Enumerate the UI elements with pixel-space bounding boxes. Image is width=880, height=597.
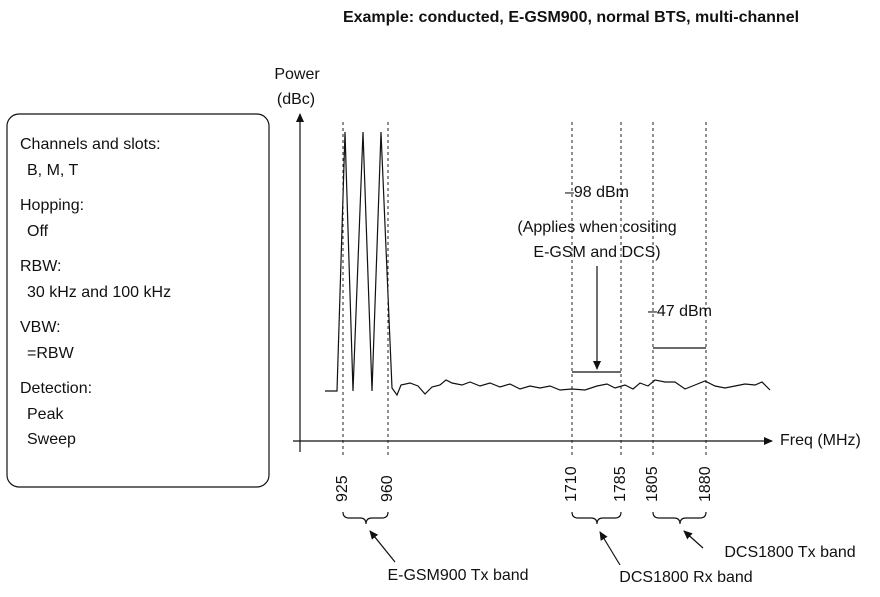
spectrum-trace bbox=[325, 131, 771, 397]
marker-label: 1805 bbox=[644, 466, 661, 502]
annotation: (Applies when cositing bbox=[517, 219, 676, 236]
setting-label: Hopping: bbox=[20, 197, 84, 214]
title: Example: conducted, E-GSM900, normal BTS… bbox=[343, 9, 799, 26]
setting-label: VBW: bbox=[20, 319, 61, 336]
setting-value: Peak bbox=[27, 406, 64, 423]
setting-label: Channels and slots: bbox=[20, 136, 161, 153]
band-label: DCS1800 Tx band bbox=[724, 544, 855, 561]
marker-label: 1880 bbox=[697, 466, 714, 502]
frequency-markers: 925 960 1710 1785 1805 1880 bbox=[334, 122, 714, 502]
band-arrow bbox=[369, 530, 396, 563]
marker-label: 1710 bbox=[563, 466, 580, 502]
marker-label: 960 bbox=[379, 475, 396, 502]
setting-value: 30 kHz and 100 kHz bbox=[27, 284, 171, 301]
annotation: E-GSM and DCS) bbox=[533, 244, 660, 261]
x-axis-label: Freq (MHz) bbox=[780, 432, 861, 449]
band-arrow bbox=[599, 531, 621, 566]
band-label: DCS1800 Rx band bbox=[619, 569, 752, 586]
setting-label: Detection: bbox=[20, 380, 92, 397]
annotation: –47 dBm bbox=[648, 303, 712, 320]
annotation: –98 dBm bbox=[565, 184, 629, 201]
band-brace bbox=[342, 511, 389, 525]
marker-label: 1785 bbox=[612, 466, 629, 502]
setting-value: Off bbox=[27, 223, 49, 240]
y-axis-label: (dBc) bbox=[277, 91, 315, 108]
y-axis-label: Power bbox=[274, 66, 320, 83]
settings: Channels and slots: B, M, T Hopping: Off RBW… bbox=[20, 136, 171, 448]
band-label: E-GSM900 Tx band bbox=[387, 567, 528, 584]
band-arrow bbox=[683, 530, 704, 549]
setting-value: B, M, T bbox=[27, 162, 78, 179]
setting-value: Sweep bbox=[27, 431, 76, 448]
setting-value: =RBW bbox=[27, 345, 75, 362]
band-brace bbox=[571, 511, 622, 525]
setting-label: RBW: bbox=[20, 258, 61, 275]
settings-box bbox=[6, 113, 270, 488]
band-brace bbox=[652, 511, 707, 525]
marker-label: 925 bbox=[334, 475, 351, 502]
